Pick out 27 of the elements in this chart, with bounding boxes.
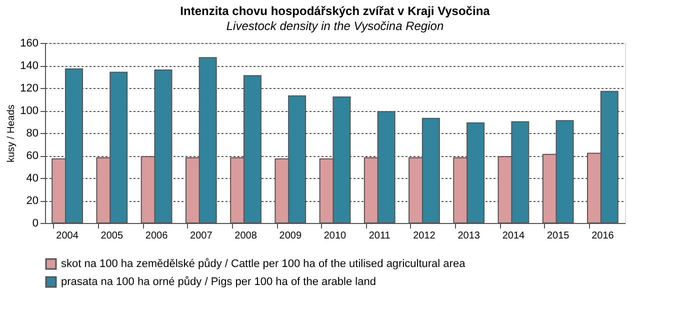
y-tick-label: 120 bbox=[20, 82, 38, 94]
x-tick-label: 2010 bbox=[324, 230, 347, 242]
y-tick-label: 20 bbox=[26, 195, 38, 207]
x-tick-label: 2013 bbox=[458, 230, 480, 242]
y-tick-label: 60 bbox=[26, 150, 38, 162]
x-tick-label: 2007 bbox=[190, 230, 213, 242]
x-tick-label: 2015 bbox=[546, 230, 570, 242]
x-tick-label: 2016 bbox=[592, 230, 614, 242]
y-tick-label: 100 bbox=[20, 105, 38, 117]
y-tick-label: 0 bbox=[32, 218, 38, 230]
x-tick-label: 2005 bbox=[100, 230, 124, 242]
x-tick-label: 2011 bbox=[368, 230, 391, 242]
x-tick-label: 2006 bbox=[145, 230, 168, 242]
x-tick-label: 2012 bbox=[413, 230, 436, 242]
y-tick-label: 160 bbox=[20, 38, 38, 50]
y-axis-title: kusy / Heads bbox=[6, 104, 18, 162]
x-tick-label: 2004 bbox=[56, 230, 79, 242]
y-tick-label: 80 bbox=[26, 128, 38, 140]
x-tick-label: 2008 bbox=[234, 230, 258, 242]
y-tick-label: 40 bbox=[26, 172, 38, 184]
legend-label: skot na 100 ha zemědělské půdy / Cattle per 100 ha of the utilised agricultural area bbox=[61, 258, 466, 270]
chart-title: Intenzita chovu hospodářských zvířat v Kraji Vysočina bbox=[180, 4, 490, 18]
chart-subtitle: Livestock density in the Vysočina Region bbox=[226, 19, 444, 33]
legend-label: prasata na 100 ha orné půdy / Pigs per 100 ha of the arable land bbox=[61, 276, 376, 288]
y-tick-label: 140 bbox=[20, 60, 38, 72]
x-tick-label: 2009 bbox=[279, 230, 302, 242]
x-tick-label: 2014 bbox=[502, 230, 526, 242]
